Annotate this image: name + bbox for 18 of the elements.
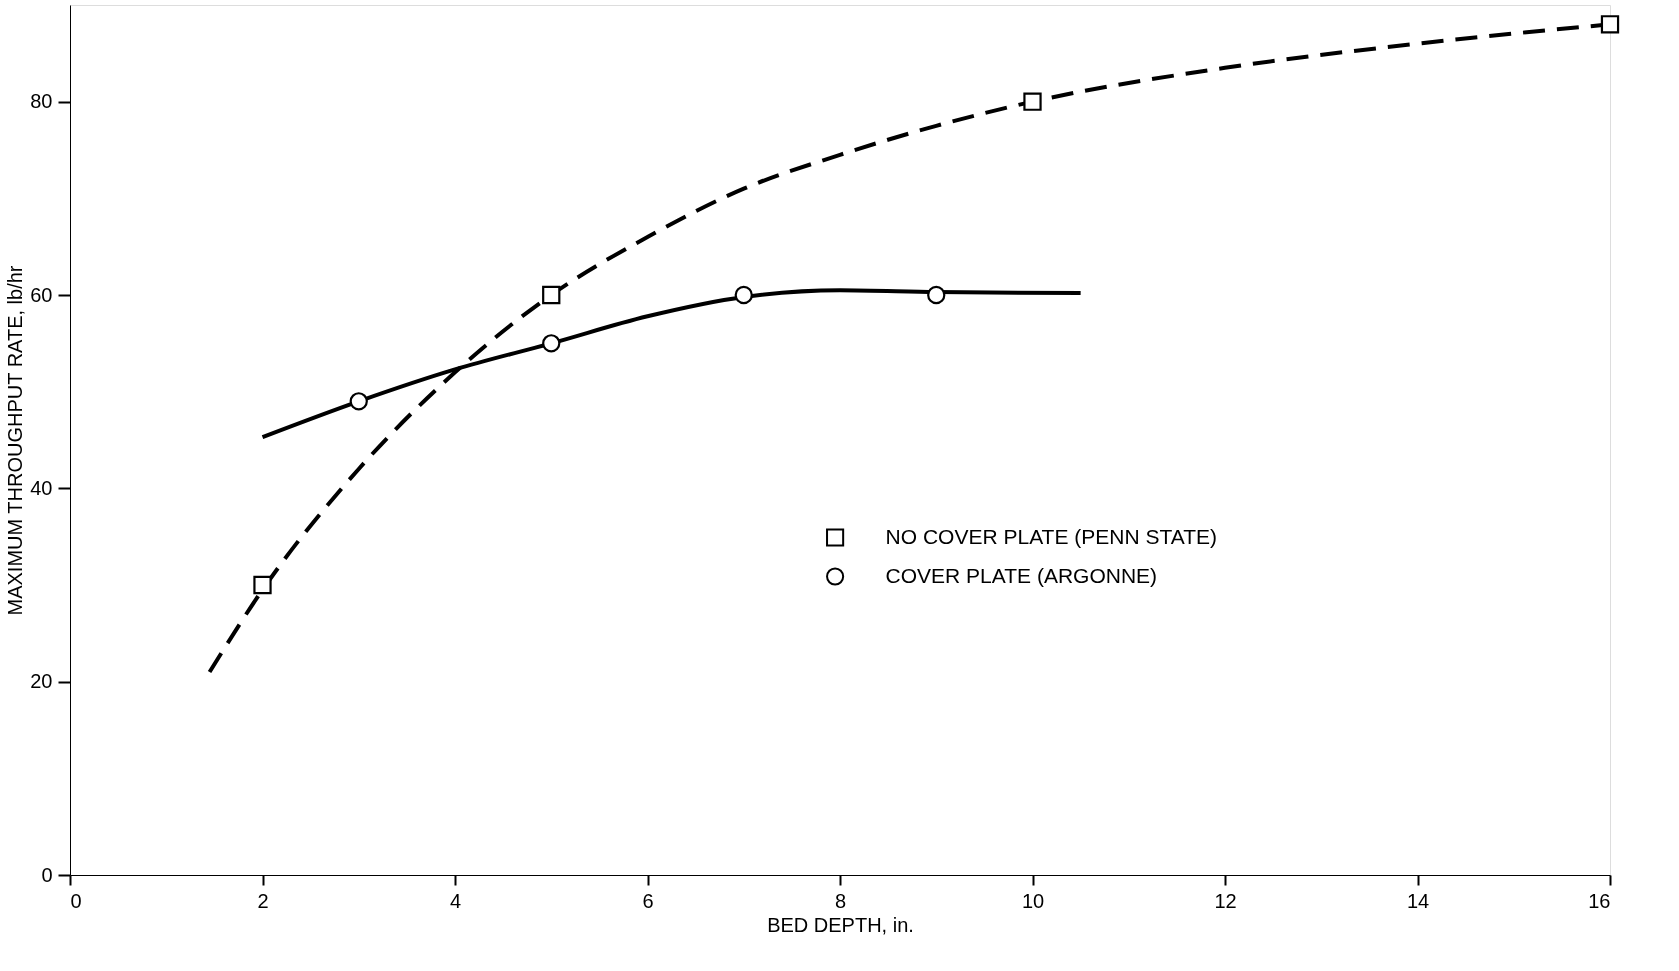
x-tick-label: 14 bbox=[1406, 889, 1430, 912]
x-tick-label: 16 bbox=[1588, 889, 1611, 912]
x-tick-label: 8 bbox=[834, 889, 847, 912]
y-tick-label: 40 bbox=[30, 476, 53, 499]
x-tick-label: 4 bbox=[449, 889, 462, 912]
y-tick-label: 0 bbox=[41, 863, 53, 886]
x-tick-label: 12 bbox=[1214, 889, 1237, 912]
x-tick-label: 2 bbox=[257, 889, 269, 912]
x-tick-label: 0 bbox=[70, 889, 82, 912]
x-tick-label: 6 bbox=[642, 889, 654, 912]
legend-label: COVER PLATE (ARGONNE) bbox=[885, 563, 1158, 587]
y-tick-label: 60 bbox=[30, 283, 53, 306]
x-tick-label: 10 bbox=[1021, 889, 1045, 912]
y-tick-label: 20 bbox=[30, 670, 53, 693]
y-axis-title: MAXIMUM THROUGHPUT RATE, lb/hr bbox=[4, 265, 27, 616]
y-tick-label: 80 bbox=[30, 90, 53, 113]
x-axis-title: BED DEPTH, in. bbox=[767, 913, 914, 936]
legend-label: NO COVER PLATE (PENN STATE) bbox=[885, 524, 1217, 548]
